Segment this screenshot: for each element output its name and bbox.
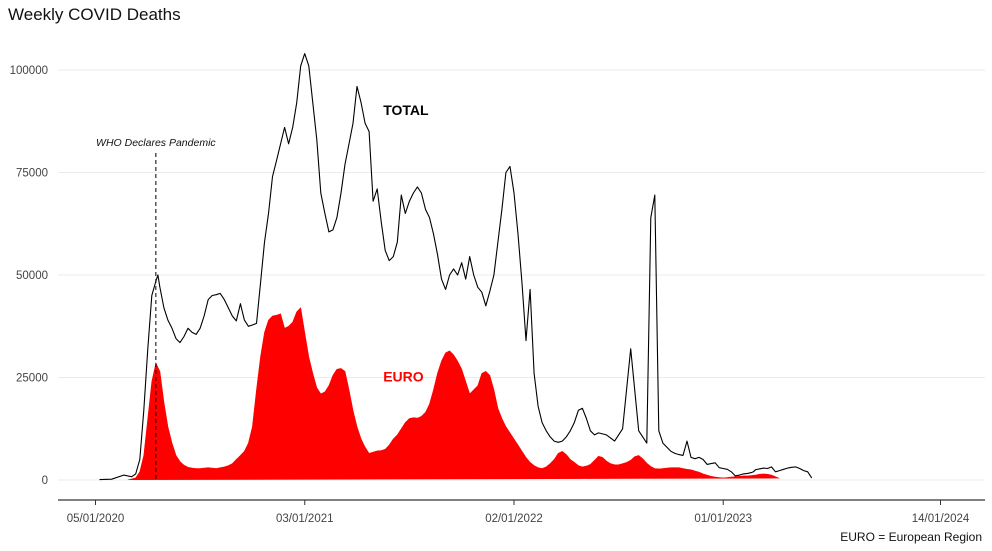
series-label-euro: EURO	[383, 369, 424, 385]
series-line-total	[99, 53, 813, 481]
x-tick-label: 02/01/2022	[485, 513, 543, 525]
y-tick-label: 25000	[16, 373, 48, 385]
x-tick-label: 05/01/2020	[67, 513, 125, 525]
y-tick-label: 50000	[16, 270, 48, 282]
line-layer: TOTAL EURO	[99, 53, 813, 481]
chart-caption: EURO = European Region	[840, 530, 982, 544]
x-tick-label: 01/01/2023	[694, 513, 752, 525]
x-tick-label: 14/01/2024	[912, 513, 970, 525]
area-layer	[127, 307, 780, 481]
annotation-layer: WHO Declares Pandemic	[96, 137, 216, 480]
series-label-total: TOTAL	[383, 102, 429, 118]
axis-layer: 0 25000 50000 75000 100000 05/01/2020 03/01/20…	[10, 65, 985, 525]
series-area-euro	[127, 307, 780, 481]
y-tick-label: 75000	[16, 168, 48, 180]
y-tick-label: 100000	[10, 65, 48, 77]
chart-title: Weekly COVID Deaths	[8, 5, 181, 24]
y-tick-label: 0	[42, 475, 48, 487]
x-tick-label: 03/01/2021	[276, 513, 334, 525]
annotation-label: WHO Declares Pandemic	[96, 137, 216, 149]
